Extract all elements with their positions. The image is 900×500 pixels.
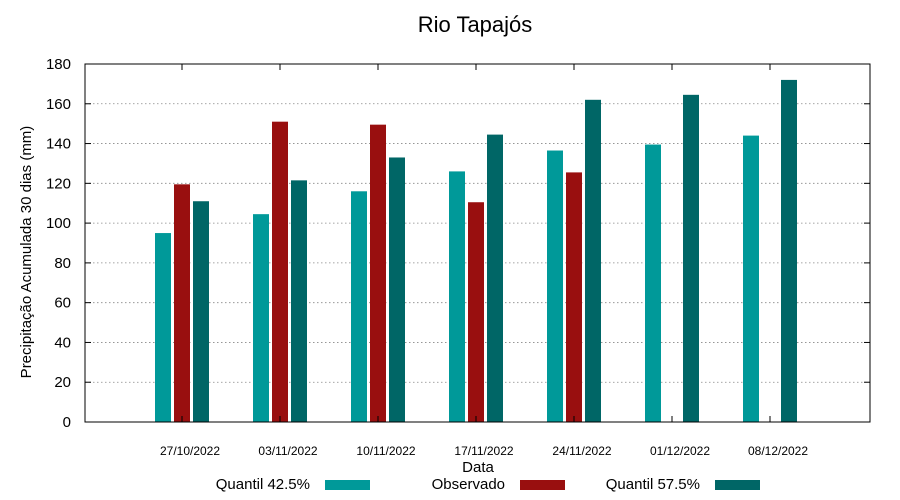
- x-tick-label: 27/10/2022: [160, 444, 220, 458]
- legend-swatch: [715, 480, 760, 490]
- bar-quantil-42-5--2: [351, 191, 367, 422]
- bar-quantil-57-5--3: [487, 134, 503, 422]
- bar-quantil-57-5--6: [781, 79, 797, 423]
- legend: Quantil 42.5% Observado Quantil 57.5%: [216, 476, 760, 493]
- plot-frame: [84, 63, 871, 423]
- legend-label: Quantil 42.5%: [216, 476, 310, 493]
- legend-label: Quantil 57.5%: [606, 476, 700, 493]
- y-tick-label: 120: [46, 175, 71, 192]
- bar-observado-0: [174, 184, 190, 422]
- y-tick-label: 160: [46, 96, 71, 113]
- bar-observado-1: [272, 121, 288, 422]
- y-axis-label: Precipitação Acumulada 30 dias (mm): [18, 126, 35, 379]
- y-tick-label: 100: [46, 215, 71, 232]
- bar-quantil-42-5--4: [547, 150, 563, 422]
- x-axis-label: Data: [462, 459, 494, 476]
- bar-quantil-57-5--4: [585, 99, 601, 423]
- bar-quantil-57-5--2: [389, 157, 405, 422]
- x-tick-label: 17/11/2022: [454, 444, 513, 458]
- y-tick-label: 40: [54, 334, 71, 351]
- bar-quantil-42-5--3: [449, 171, 465, 422]
- bar-quantil-57-5--5: [683, 94, 699, 423]
- legend-label: Observado: [432, 476, 505, 493]
- y-tick-label: 180: [46, 56, 71, 73]
- x-tick-label: 03/11/2022: [258, 444, 317, 458]
- y-tick-label: 80: [54, 255, 71, 272]
- bar-quantil-42-5--5: [645, 144, 661, 423]
- legend-swatch: [520, 480, 565, 490]
- bar-quantil-42-5--0: [155, 233, 171, 422]
- bar-quantil-57-5--0: [193, 201, 209, 422]
- bar-observado-4: [566, 172, 582, 422]
- chart-title: Rio Tapajós: [418, 12, 533, 37]
- bars: [155, 79, 797, 423]
- y-tick-label: 60: [54, 295, 71, 312]
- bar-observado-3: [468, 202, 484, 422]
- bar-quantil-42-5--6: [743, 135, 759, 422]
- x-tick-label: 10/11/2022: [356, 444, 415, 458]
- legend-swatch: [325, 480, 370, 490]
- bar-quantil-42-5--1: [253, 214, 269, 422]
- y-axis-ticks: 0 20 40 60 80 100 120 140 160 180: [46, 56, 870, 431]
- bar-quantil-57-5--1: [291, 180, 307, 422]
- x-axis-ticks: 27/10/2022 03/11/2022 10/11/2022 17/11/2022…: [160, 64, 808, 458]
- bar-observado-2: [370, 124, 386, 423]
- y-tick-label: 140: [46, 136, 71, 153]
- x-tick-label: 01/12/2022: [650, 444, 710, 458]
- y-tick-label: 0: [63, 414, 71, 431]
- x-tick-label: 08/12/2022: [748, 444, 808, 458]
- y-tick-label: 20: [54, 374, 71, 391]
- x-tick-label: 24/11/2022: [552, 444, 611, 458]
